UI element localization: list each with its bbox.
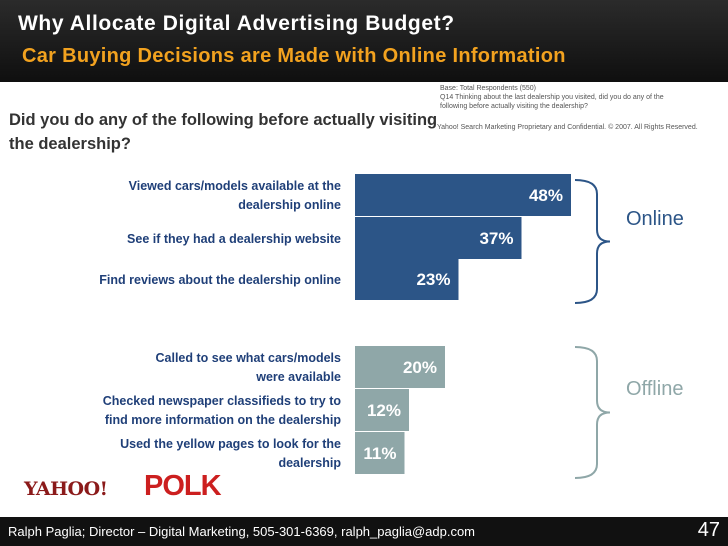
category-label-6: Used the yellow pages to look for the dea… (120, 437, 341, 470)
copyright-note: Yahoo! Search Marketing Proprietary and … (437, 124, 698, 131)
category-label-3: Find reviews about the dealership online (99, 273, 341, 287)
survey-question: Did you do any of the following before a… (9, 111, 438, 153)
slide-subtitle: Car Buying Decisions are Made with Onlin… (22, 45, 566, 67)
question-note: Q14 Thinking about the last dealership y… (440, 94, 664, 110)
bar-5 (355, 389, 409, 431)
bar-3 (355, 258, 459, 300)
footer-contact: Ralph Paglia; Director – Digital Marketi… (8, 524, 476, 539)
value-label-4: 20% (403, 358, 437, 377)
value-label-3: 23% (416, 270, 450, 289)
header-bar: Why Allocate Digital Advertising Budget?… (0, 0, 728, 82)
value-label-5: 12% (367, 401, 401, 420)
value-label-1: 48% (529, 186, 563, 205)
category-label-2: See if they had a dealership website (127, 232, 341, 246)
value-label-6: 11% (363, 444, 396, 463)
category-label-1: Viewed cars/models available at the deale… (129, 179, 341, 212)
survey-notes: Base: Total Respondents (550) Q14 Thinki… (440, 84, 728, 111)
footer-bar: Ralph Paglia; Director – Digital Marketi… (0, 517, 728, 546)
bar-4 (355, 346, 445, 388)
page-number: 47 (697, 519, 720, 541)
polk-logo: POLK (144, 470, 222, 502)
yahoo-logo: YAHOO! (24, 478, 108, 500)
bar-1 (355, 174, 571, 216)
slide-title: Why Allocate Digital Advertising Budget? (18, 12, 455, 35)
bar-2 (355, 217, 522, 259)
bar-6 (355, 432, 405, 474)
value-label-2: 37% (479, 229, 513, 248)
base-note: Base: Total Respondents (550) (440, 85, 536, 92)
category-label-5: Checked newspaper classifieds to try to f… (103, 394, 342, 427)
offline-group-label: Offline (626, 378, 683, 400)
offline-brace (574, 346, 611, 479)
category-label-4: Called to see what cars/models were avail… (156, 351, 342, 384)
online-group-label: Online (626, 208, 684, 230)
online-brace (574, 179, 611, 304)
